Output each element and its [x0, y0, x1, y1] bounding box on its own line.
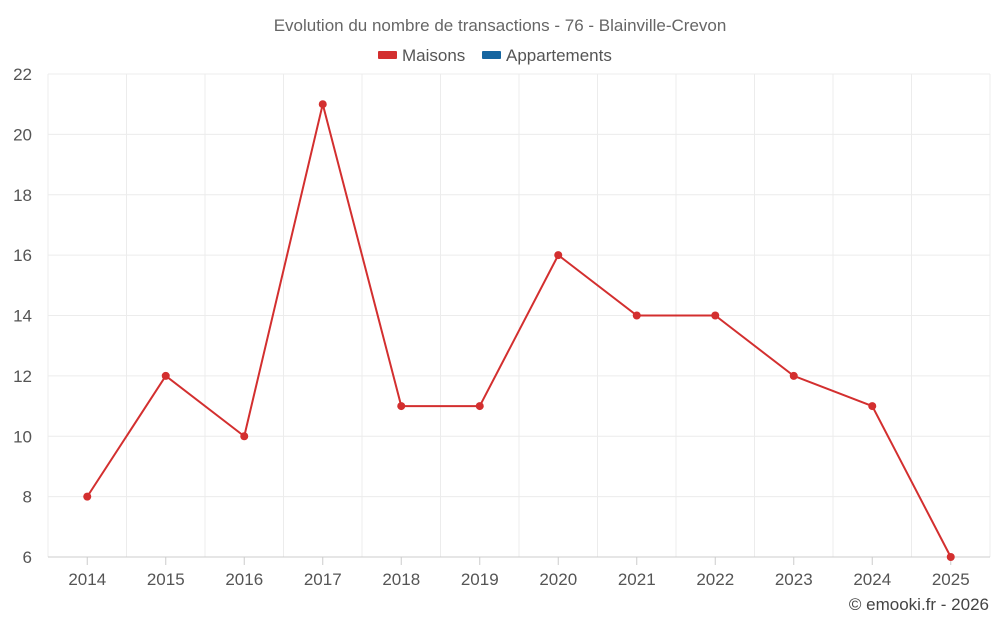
- data-point[interactable]: [240, 432, 249, 441]
- x-tick-label: 2016: [225, 570, 263, 589]
- x-tick-label: 2014: [68, 570, 106, 589]
- data-point[interactable]: [868, 402, 877, 411]
- x-tick-label: 2017: [304, 570, 342, 589]
- y-tick-label: 20: [13, 125, 32, 144]
- data-point[interactable]: [554, 251, 563, 260]
- data-point[interactable]: [161, 371, 170, 380]
- x-tick-label: 2022: [696, 570, 734, 589]
- x-tick-label: 2020: [539, 570, 577, 589]
- data-point[interactable]: [789, 371, 798, 380]
- x-tick-label: 2018: [382, 570, 420, 589]
- y-tick-label: 18: [13, 186, 32, 205]
- y-axis: 6 8 10 12 14 16 18 20 22: [13, 65, 32, 567]
- y-tick-label: 16: [13, 246, 32, 265]
- legend-swatch-maisons[interactable]: [378, 51, 397, 59]
- series-maisons: [83, 100, 955, 561]
- x-tick-label: 2023: [775, 570, 813, 589]
- credit-text: © emooki.fr - 2026: [849, 595, 989, 614]
- y-tick-label: 6: [23, 548, 32, 567]
- y-tick-label: 14: [13, 307, 32, 326]
- chart-title: Evolution du nombre de transactions - 76…: [274, 16, 727, 35]
- x-tick-label: 2025: [932, 570, 970, 589]
- x-axis: 2014 2015 2016 2017 2018 2019 2020 2021 2022 2023…: [48, 556, 990, 589]
- data-point[interactable]: [397, 402, 406, 411]
- y-tick-label: 8: [23, 488, 32, 507]
- legend-label-appartements[interactable]: Appartements: [506, 46, 612, 65]
- data-point[interactable]: [83, 492, 92, 501]
- y-tick-label: 12: [13, 367, 32, 386]
- data-point[interactable]: [946, 553, 955, 561]
- y-tick-label: 10: [13, 427, 32, 446]
- x-tick-label: 2021: [618, 570, 656, 589]
- data-point[interactable]: [475, 402, 484, 411]
- data-point[interactable]: [318, 100, 327, 109]
- data-point[interactable]: [711, 311, 720, 320]
- data-point[interactable]: [632, 311, 641, 320]
- legend-label-maisons[interactable]: Maisons: [402, 46, 465, 65]
- x-tick-label: 2015: [147, 570, 185, 589]
- y-tick-label: 22: [13, 65, 32, 84]
- gridlines: [47, 73, 991, 557]
- x-tick-label: 2019: [461, 570, 499, 589]
- legend: Maisons Appartements: [378, 46, 612, 65]
- legend-swatch-appartements[interactable]: [482, 51, 501, 59]
- x-tick-label: 2024: [853, 570, 891, 589]
- series-line-maisons: [86, 103, 952, 558]
